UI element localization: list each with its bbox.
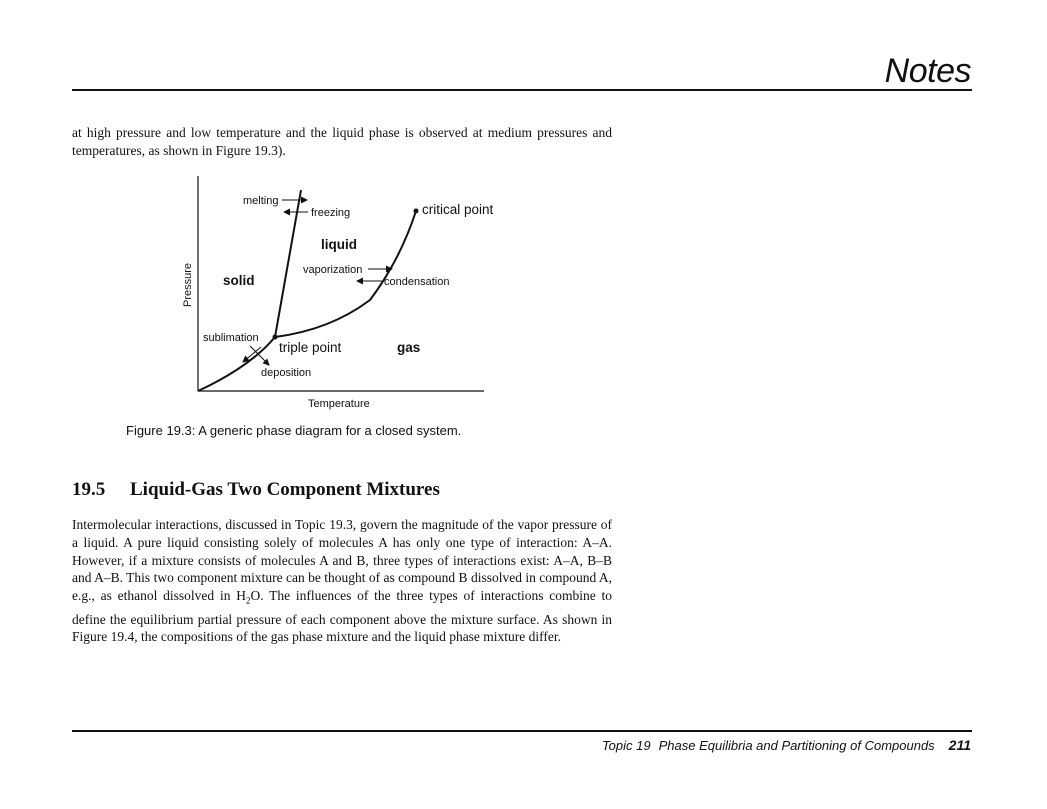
intro-paragraph: at high pressure and low temperature and… xyxy=(72,125,612,158)
liquid-region-label: liquid xyxy=(321,237,357,252)
footer-topic: Topic 19 xyxy=(601,738,651,753)
notes-header-title: Notes xyxy=(884,52,972,90)
solid-region-label: solid xyxy=(223,273,255,288)
x-axis-label: Temperature xyxy=(308,398,370,410)
vaporization-label: vaporization xyxy=(303,264,362,276)
freezing-label: freezing xyxy=(311,207,350,219)
critical-point-marker xyxy=(413,208,419,214)
section-paragraph-subscript: 2 xyxy=(245,595,251,606)
section-paragraph-text-continued: O. The influences of the three types of … xyxy=(72,588,612,645)
section-paragraph: Intermolecular interactions, discussed i… xyxy=(72,516,612,646)
melting-label: melting xyxy=(243,195,278,207)
triple-point-label: triple point xyxy=(279,340,342,355)
section-title: Liquid-Gas Two Component Mixtures xyxy=(130,479,440,500)
critical-point-label: critical point xyxy=(422,202,494,217)
condensation-label: condensation xyxy=(384,276,449,288)
footer-topic-title: Phase Equilibria and Partitioning of Com… xyxy=(658,738,935,753)
sublimation-arrow xyxy=(249,345,270,366)
deposition-label: deposition xyxy=(261,367,311,379)
sublimation-curve xyxy=(197,336,276,392)
page-number: 211 xyxy=(948,737,971,753)
header-rule xyxy=(72,89,972,91)
vaporization-curve xyxy=(274,210,417,338)
page-footer: Topic 19 Phase Equilibria and Partitionin… xyxy=(602,737,971,753)
deposition-arrow xyxy=(242,346,262,363)
section-number: 19.5 xyxy=(72,479,106,500)
sublimation-label: sublimation xyxy=(203,332,259,344)
footer-rule xyxy=(72,730,972,732)
section-paragraph-text: Intermolecular interactions, discussed i… xyxy=(72,517,612,604)
section-heading: 19.5 Liquid-Gas Two Component Mixtures xyxy=(72,479,440,501)
triple-point-marker xyxy=(272,334,278,340)
melting-curve xyxy=(274,189,302,338)
figure-caption: Figure 19.3: A generic phase diagram for… xyxy=(126,423,462,438)
phase-diagram-figure: melting freezing critical point liquid v… xyxy=(182,176,494,410)
y-axis-label: Pressure xyxy=(182,263,194,307)
gas-region-label: gas xyxy=(397,340,420,355)
